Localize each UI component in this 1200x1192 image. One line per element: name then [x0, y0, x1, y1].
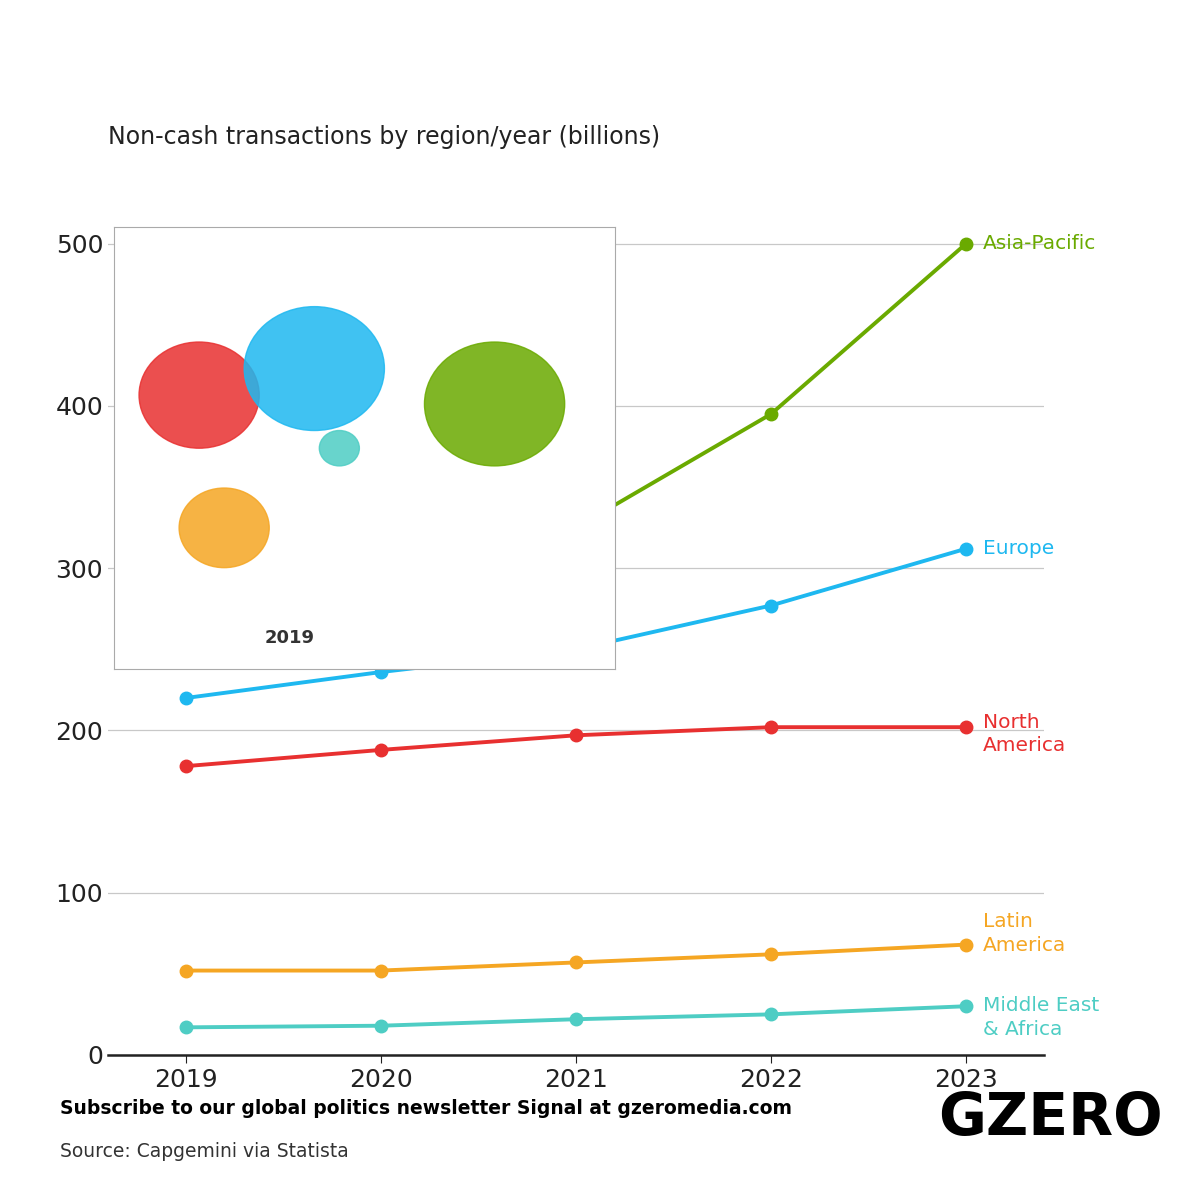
Circle shape [139, 342, 259, 448]
Text: Asia-Pacific: Asia-Pacific [983, 234, 1096, 253]
Text: North
America: North America [983, 713, 1066, 756]
Text: Source: Capgemini via Statista: Source: Capgemini via Statista [60, 1142, 349, 1161]
Text: GZERO: GZERO [937, 1089, 1163, 1147]
Text: Non-cash transactions by region/year (billions): Non-cash transactions by region/year (bi… [108, 125, 660, 149]
Circle shape [425, 342, 565, 466]
Text: Middle East
& Africa: Middle East & Africa [983, 997, 1099, 1038]
Text: Subscribe to our global politics newsletter Signal at gzeromedia.com: Subscribe to our global politics newslet… [60, 1099, 792, 1118]
Text: The world needs less cash: The world needs less cash [30, 45, 922, 105]
Circle shape [179, 488, 269, 567]
Circle shape [319, 430, 359, 466]
Circle shape [244, 306, 384, 430]
Text: 2019: 2019 [264, 629, 314, 647]
Text: Latin
America: Latin America [983, 912, 1066, 955]
Text: Europe: Europe [983, 539, 1054, 558]
